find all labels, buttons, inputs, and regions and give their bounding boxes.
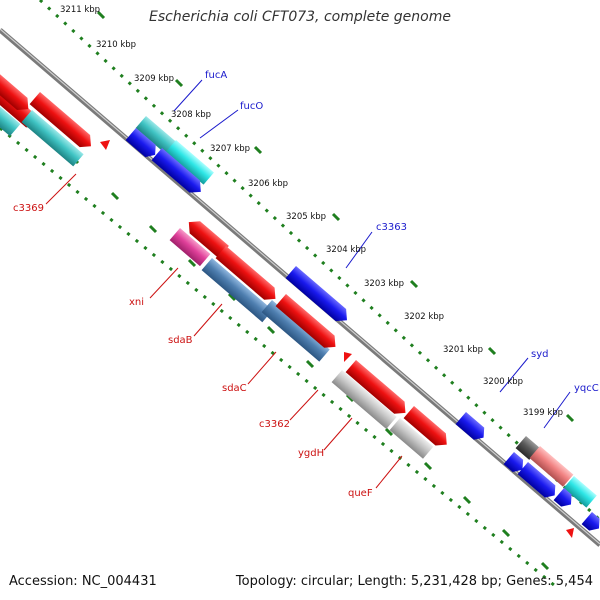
backbone-ticks: [34, 10, 575, 571]
scale-label: 3199 kbp: [523, 408, 563, 418]
gene-label-fuco: fucO: [240, 101, 263, 112]
reverse-gene-labels: c3369 xni sdaB sdaC c3362 ygdH queF: [13, 203, 373, 499]
gene-arrow-forward: [553, 488, 572, 507]
gene-arrow-small: [100, 140, 110, 150]
gene-arrow-reverse: [188, 221, 229, 259]
gene-arrow-reverse: [201, 258, 273, 323]
gene-arrow-small: [566, 528, 574, 538]
gene-label-ygdh: ygdH: [298, 448, 324, 459]
gene-arrow-reverse: [169, 228, 211, 267]
scale-label: 3209 kbp: [134, 74, 174, 84]
gene-label-sdac: sdaC: [222, 383, 247, 394]
gene-arrow-forward: [165, 140, 214, 185]
gene-arrow-forward: [581, 512, 600, 531]
gene-label-xni: xni: [129, 297, 144, 308]
label-leaders: [45, 79, 571, 489]
gene-arrow-forward: [455, 412, 485, 440]
gene-label-fuca: fucA: [205, 70, 227, 81]
gene-arrow-forward: [503, 452, 524, 472]
gene-arrow-small: [344, 352, 352, 362]
gene-arrow-reverse: [215, 246, 276, 300]
gene-arrow-reverse: [331, 370, 397, 430]
gene-arrow-forward: [125, 128, 156, 158]
forward-gene-labels: fucA fucO c3363 syd yqcC: [205, 70, 599, 394]
gene-arrow-reverse: [275, 294, 336, 348]
gene-arrow-forward: [517, 462, 556, 498]
gene-arrow-forward: [563, 476, 597, 508]
scale-label: 3206 kbp: [248, 179, 288, 189]
scale-label: 3200 kbp: [483, 377, 523, 387]
gene-label-c3369: c3369: [13, 203, 44, 214]
gene-label-c3362: c3362: [259, 419, 290, 430]
gene-arrow-reverse: [0, 84, 21, 137]
gene-arrow-reverse: [389, 418, 434, 459]
gene-arrow-forward: [285, 266, 347, 322]
scale-labels: 3211 kbp 3210 kbp 3209 kbp 3208 kbp 3207…: [60, 5, 563, 418]
gene-label-sdab: sdaB: [168, 335, 193, 346]
outer-tick-ring: [38, 0, 600, 522]
gene-arrow-reverse: [261, 300, 330, 362]
gene-arrow-reverse: [403, 406, 447, 446]
scale-label: 3208 kbp: [171, 110, 211, 120]
scale-label: 3201 kbp: [443, 345, 483, 355]
gene-arrow-forward: [529, 446, 574, 487]
gene-arrow-forward: [135, 116, 177, 155]
scale-label: 3203 kbp: [364, 279, 404, 289]
scale-label: 3210 kbp: [96, 40, 136, 50]
gene-label-yqcc: yqcC: [574, 383, 599, 394]
gene-label-quef: queF: [348, 488, 373, 499]
scale-label: 3205 kbp: [286, 212, 326, 222]
gene-label-syd: syd: [531, 349, 548, 360]
gene-arrow-reverse: [345, 360, 406, 414]
scale-label: 3207 kbp: [210, 144, 250, 154]
genome-summary-text: Topology: circular; Length: 5,231,428 bp…: [235, 574, 593, 589]
gene-arrow-reverse: [29, 92, 91, 148]
gene-arrow-reverse: [21, 110, 84, 167]
scale-label: 3211 kbp: [60, 5, 100, 15]
gene-label-c3363: c3363: [376, 222, 407, 233]
page-title: Escherichia coli CFT073, complete genome: [149, 9, 451, 25]
gene-arrow-reverse: [0, 44, 29, 110]
inner-tick-ring: [0, 126, 561, 592]
scale-label: 3204 kbp: [326, 245, 366, 255]
gene-arrow-forward: [151, 148, 201, 193]
scale-label: 3202 kbp: [404, 312, 444, 322]
accession-text: Accession: NC_004431: [9, 574, 157, 589]
